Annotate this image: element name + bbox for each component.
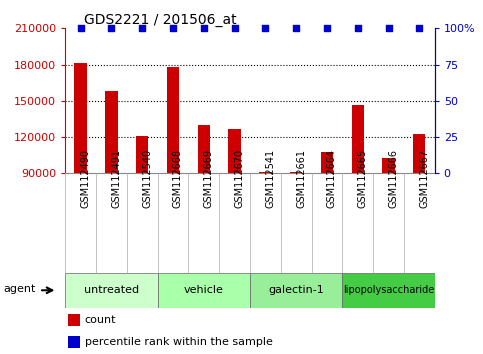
Text: count: count [85, 315, 116, 325]
Text: GDS2221 / 201506_at: GDS2221 / 201506_at [84, 13, 236, 27]
Point [292, 25, 300, 31]
Bar [352, 104, 364, 173]
FancyBboxPatch shape [250, 273, 342, 308]
Point [354, 25, 362, 31]
Point [200, 25, 208, 31]
Bar [259, 172, 271, 173]
Bar [68, 314, 80, 326]
Text: GSM112664: GSM112664 [327, 149, 337, 208]
Bar [167, 67, 179, 173]
Point [108, 25, 115, 31]
Point [138, 25, 146, 31]
Text: GSM112540: GSM112540 [142, 149, 152, 208]
FancyBboxPatch shape [65, 273, 157, 308]
Point [77, 25, 85, 31]
Text: galectin-1: galectin-1 [268, 285, 324, 295]
Text: GSM112666: GSM112666 [388, 149, 398, 208]
Text: GSM112491: GSM112491 [112, 149, 121, 208]
Text: GSM112490: GSM112490 [81, 149, 91, 208]
FancyBboxPatch shape [342, 273, 435, 308]
FancyBboxPatch shape [157, 273, 250, 308]
Text: GSM112669: GSM112669 [204, 149, 214, 208]
Bar [198, 125, 210, 173]
Text: lipopolysaccharide: lipopolysaccharide [343, 285, 434, 295]
Text: untreated: untreated [84, 285, 139, 295]
Point [384, 25, 392, 31]
Point [231, 25, 239, 31]
Bar [68, 336, 80, 348]
Text: GSM112670: GSM112670 [235, 149, 244, 208]
Bar [105, 91, 117, 173]
Text: percentile rank within the sample: percentile rank within the sample [85, 337, 272, 347]
Bar [290, 172, 302, 173]
Text: agent: agent [3, 284, 36, 293]
Bar [228, 129, 241, 173]
Text: vehicle: vehicle [184, 285, 224, 295]
Text: GSM112541: GSM112541 [265, 149, 275, 208]
Bar [413, 133, 426, 173]
Point [261, 25, 269, 31]
Bar [74, 63, 87, 173]
Text: GSM112665: GSM112665 [358, 149, 368, 208]
Bar [383, 158, 395, 173]
Text: GSM112668: GSM112668 [173, 149, 183, 208]
Point [323, 25, 331, 31]
Bar [136, 136, 148, 173]
Text: GSM112661: GSM112661 [296, 149, 306, 208]
Point [169, 25, 177, 31]
Bar [321, 152, 333, 173]
Text: GSM112667: GSM112667 [419, 149, 429, 208]
Point [415, 25, 423, 31]
